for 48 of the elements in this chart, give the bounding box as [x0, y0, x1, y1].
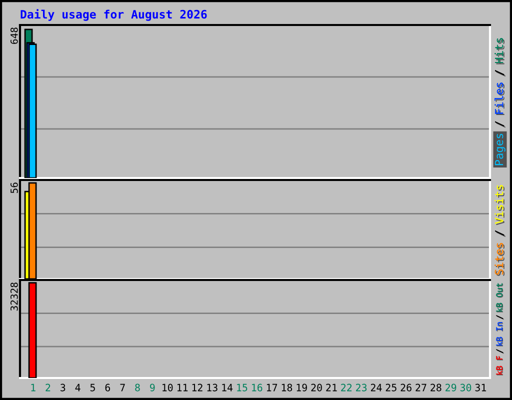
x-tick-label: 14 [222, 384, 233, 392]
legend-label: kB Out [496, 283, 504, 312]
x-tick-label: 3 [60, 384, 66, 392]
x-tick-label: 17 [266, 384, 278, 392]
x-tick-label: 23 [356, 384, 367, 392]
x-tick-label: 24 [370, 384, 382, 392]
x-tick-label: 11 [177, 384, 188, 392]
x-tick-label: 4 [75, 384, 80, 392]
text: / [494, 230, 506, 237]
x-tick-label: 27 [416, 384, 426, 392]
x-tick-label: 28 [430, 384, 442, 392]
text: kB F [496, 356, 504, 376]
legend-label: kB In [496, 322, 504, 346]
x-tick-label: 21 [326, 384, 337, 392]
x-tick-label: 16 [252, 384, 262, 392]
x-tick-label: 25 [386, 384, 396, 392]
text: Visits [494, 185, 505, 226]
text: Sites [494, 243, 505, 276]
x-tick-label: 12 [192, 384, 202, 392]
text: Files [494, 82, 505, 115]
text: / [494, 70, 506, 77]
x-tick-label: 31 [475, 384, 486, 392]
x-tick-label: 13 [207, 384, 218, 392]
x-tick-label: 9 [150, 384, 155, 392]
x-tick-label: 2 [46, 384, 50, 392]
x-tick-label: 22 [341, 384, 352, 392]
x-tick-label: 8 [135, 384, 140, 392]
x-tick-label: 7 [120, 384, 125, 392]
x-tick-label: 1 [31, 384, 36, 392]
text: Hits [494, 38, 505, 64]
text: 32328 [10, 282, 18, 311]
x-tick-label: 15 [237, 384, 248, 392]
x-tick-label: 5 [90, 384, 95, 392]
chart-title: Daily usage for August 2026 [20, 9, 207, 21]
x-tick-label: 30 [460, 384, 472, 392]
text: / [496, 315, 504, 320]
x-tick-label: 19 [296, 384, 307, 392]
x-tick-label: 26 [400, 384, 412, 392]
x-tick-label: 10 [162, 384, 173, 392]
text: 648 [10, 28, 18, 44]
text: Pages [494, 134, 506, 166]
text: 56 [10, 182, 18, 194]
text: / [496, 349, 504, 354]
text: / [494, 121, 506, 128]
x-tick-label: 20 [311, 384, 322, 392]
x-tick-label: 6 [105, 384, 110, 392]
x-tick-label: 18 [282, 384, 292, 392]
x-tick-label: 29 [446, 384, 456, 392]
